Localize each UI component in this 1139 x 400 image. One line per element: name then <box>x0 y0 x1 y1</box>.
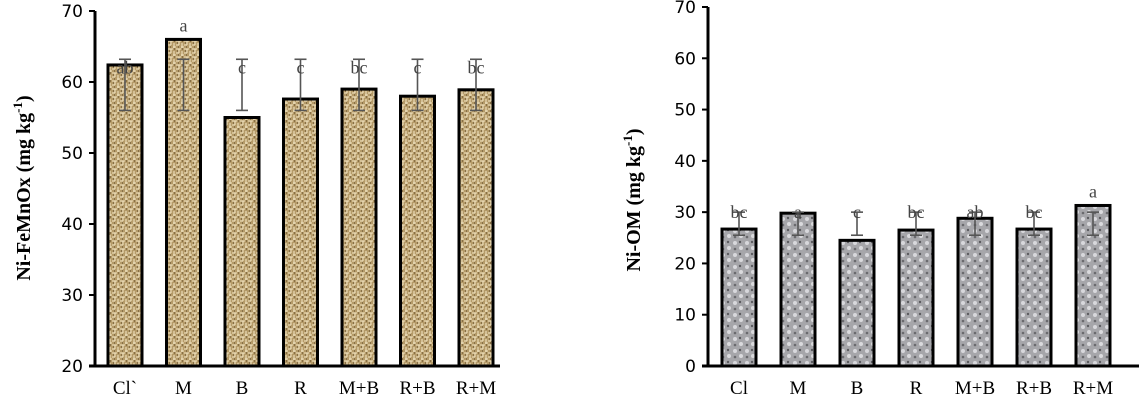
y-tick-label: 60 <box>61 73 83 93</box>
bar-B <box>223 116 261 368</box>
x-tick-label: B <box>236 378 249 399</box>
significance-label: c <box>297 57 305 77</box>
bar-R+M <box>457 88 495 368</box>
y-axis-label-superscript: -1 <box>10 102 25 113</box>
y-tick-label: 70 <box>674 0 696 18</box>
bar-B <box>838 238 876 368</box>
y-tick-label: 10 <box>674 306 696 326</box>
significance-label: a <box>1089 181 1097 201</box>
bar-M <box>779 211 817 368</box>
error-bar <box>119 58 131 112</box>
y-tick-label: 50 <box>61 144 83 164</box>
y-tick-label: 0 <box>685 357 696 377</box>
bar-R+B <box>1015 227 1053 368</box>
x-tick-label: R+M <box>1073 378 1113 399</box>
y-tick-label: 20 <box>674 254 696 274</box>
x-tick-label: R+M <box>456 378 496 399</box>
bar-R+B <box>399 94 436 368</box>
y-tick-label: 70 <box>61 2 83 22</box>
bar-R <box>897 228 935 368</box>
y-tick-label: 40 <box>61 215 83 235</box>
x-tick-label: M <box>790 378 807 399</box>
significance-label: a <box>794 202 802 222</box>
error-bar <box>1087 211 1099 237</box>
x-tick-label: R+B <box>399 378 435 399</box>
x-tick-label: M+B <box>339 378 379 399</box>
significance-label: a <box>180 15 188 35</box>
significance-label: c <box>238 57 246 77</box>
significance-label: bc <box>468 57 485 77</box>
y-axis-label-end: ) <box>623 128 645 135</box>
y-tick-label: 50 <box>674 101 696 121</box>
x-tick-label: R+B <box>1016 378 1052 399</box>
error-bar <box>910 211 922 237</box>
x-tick-label: R <box>294 378 307 399</box>
significance-label: c <box>414 57 422 77</box>
chart-ni-om: bc a c bc ab bc a 0 10 20 30 40 50 60 70 Cl M B R M+B R+B R+M… <box>620 0 1139 399</box>
error-bar <box>470 58 482 112</box>
significance-label: bc <box>731 202 748 222</box>
x-tick-label: Cl <box>730 378 748 399</box>
x-tick-label: M+B <box>955 378 995 399</box>
chart-ni-femnox: ab a c c bc c bc 20 30 40 50 60 70 Cl` M B R M+B R+B R+M Ni-… <box>10 2 500 399</box>
error-bar <box>1028 211 1040 237</box>
y-axis-label: Ni-FeMnOx (mg kg-1) <box>10 95 35 280</box>
significance-label: ab <box>117 57 134 77</box>
y-tick-label: 20 <box>61 357 83 377</box>
y-axis-label-main: Ni-FeMnOx (mg kg <box>13 113 35 281</box>
y-tick-label: 30 <box>674 203 696 223</box>
error-bar <box>353 58 365 112</box>
y-tick-label: 30 <box>61 286 83 306</box>
y-tick-label: 60 <box>674 49 696 69</box>
significance-label: bc <box>351 57 368 77</box>
x-tick-label: B <box>851 378 864 399</box>
bar-Cl <box>720 227 758 368</box>
significance-label: bc <box>1026 202 1043 222</box>
error-bar <box>969 211 981 237</box>
significance-label: c <box>853 202 861 222</box>
bar-M+B <box>956 216 994 368</box>
significance-label: ab <box>967 202 984 222</box>
y-axis-label-superscript: -1 <box>620 135 635 146</box>
error-bar <box>177 58 190 112</box>
y-tick-label: 40 <box>674 152 696 172</box>
bar-R <box>282 97 319 368</box>
error-bar <box>792 211 804 237</box>
y-axis-label-end: ) <box>13 95 35 102</box>
x-tick-label: M <box>175 378 192 399</box>
error-bar <box>411 58 424 112</box>
error-bar <box>294 58 307 112</box>
error-bar <box>733 211 745 237</box>
bar-M+B <box>340 87 378 368</box>
y-axis-label-main: Ni-OM (mg kg <box>623 146 645 272</box>
error-bar <box>851 211 863 237</box>
significance-label: bc <box>908 202 925 222</box>
x-tick-label: R <box>910 378 923 399</box>
y-axis-label: Ni-OM (mg kg-1) <box>620 128 645 271</box>
error-bar <box>236 58 248 112</box>
x-tick-label: Cl` <box>113 378 137 399</box>
